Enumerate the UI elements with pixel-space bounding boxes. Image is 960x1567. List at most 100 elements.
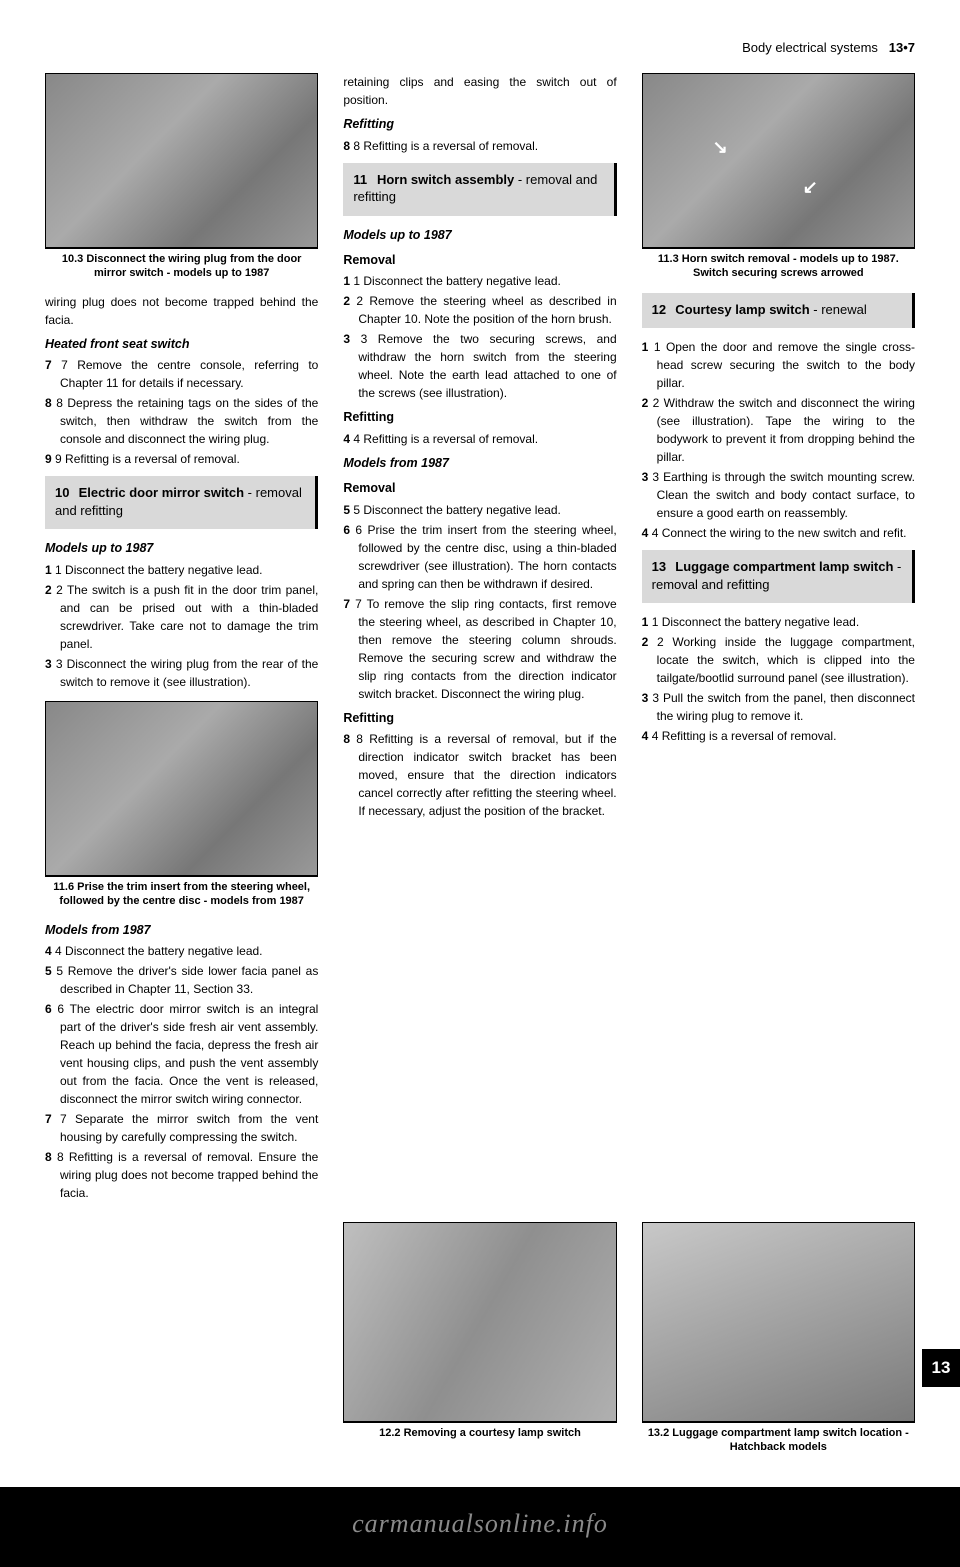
- body-text-inner: 6 Prise the trim insert from the steerin…: [355, 523, 616, 591]
- body-text-inner: 2 Withdraw the switch and disconnect the…: [653, 396, 915, 464]
- body-text-inner: 8 Refitting is a reversal of removal. En…: [57, 1150, 318, 1200]
- body-text: 3 3 Remove the two securing screws, and …: [343, 330, 616, 402]
- body-text: 7 7 Remove the centre console, referring…: [45, 356, 318, 392]
- body-text-inner: 4 Connect the wiring to the new switch a…: [652, 526, 907, 540]
- subhead-removal: Removal: [343, 479, 616, 498]
- section-10-title: 10 Electric door mirror switch - removal…: [55, 484, 305, 519]
- body-text-inner: 1 Open the door and remove the single cr…: [654, 340, 915, 390]
- figure-12-2-image: [343, 1222, 616, 1422]
- section-number: 11: [353, 171, 373, 189]
- body-text: wiring plug does not become trapped behi…: [45, 293, 318, 329]
- figure-11-6-caption: 11.6 Prise the trim insert from the stee…: [45, 876, 318, 913]
- arrow-icon: ↙: [803, 174, 818, 201]
- body-text: 8 8 Depress the retaining tags on the si…: [45, 394, 318, 448]
- column-1: 10.3 Disconnect the wiring plug from the…: [45, 73, 318, 1204]
- column-3: ↘ ↙ 11.3 Horn switch removal - models up…: [642, 73, 915, 1204]
- body-text: 1 1 Disconnect the battery negative lead…: [45, 561, 318, 579]
- section-title-main: Electric door mirror switch: [79, 485, 244, 500]
- body-text: 4 4 Connect the wiring to the new switch…: [642, 524, 915, 542]
- body-text-inner: 4 Refitting is a reversal of removal.: [652, 729, 837, 743]
- body-text: 4 4 Refitting is a reversal of removal.: [642, 727, 915, 745]
- body-text: 9 9 Refitting is a reversal of removal.: [45, 450, 318, 468]
- body-text: 6 6 Prise the trim insert from the steer…: [343, 521, 616, 593]
- body-text-inner: 3 Pull the switch from the panel, then d…: [652, 691, 915, 723]
- body-text: 6 6 The electric door mirror switch is a…: [45, 1000, 318, 1108]
- figure-11-3-image: ↘ ↙: [642, 73, 915, 248]
- body-text-inner: 4 Refitting is a reversal of removal.: [353, 432, 538, 446]
- body-text-inner: 8 Depress the retaining tags on the side…: [56, 396, 318, 446]
- body-text-inner: 5 Disconnect the battery negative lead.: [353, 503, 560, 517]
- body-text-inner: 3 Disconnect the wiring plug from the re…: [56, 657, 319, 689]
- body-text-inner: 2 Working inside the luggage compartment…: [657, 635, 915, 685]
- body-text-inner: 1 Disconnect the battery negative lead.: [55, 563, 262, 577]
- body-text-inner: 5 Remove the driver's side lower facia p…: [56, 964, 318, 996]
- body-text-inner: 8 Refitting is a reversal of removal.: [353, 139, 538, 153]
- body-text: 1 1 Disconnect the battery negative lead…: [343, 272, 616, 290]
- subhead-removal: Removal: [343, 251, 616, 270]
- section-title-main: Courtesy lamp switch: [675, 302, 809, 317]
- figure-11-3-caption: 11.3 Horn switch removal - models up to …: [642, 248, 915, 285]
- subhead-refitting: Refitting: [343, 115, 616, 134]
- body-text: 7 7 To remove the slip ring contacts, fi…: [343, 595, 616, 703]
- section-title-main: Horn switch assembly: [377, 172, 514, 187]
- body-text-inner: 8 Refitting is a reversal of removal, bu…: [356, 732, 616, 818]
- body-text: retaining clips and easing the switch ou…: [343, 73, 616, 109]
- body-text-inner: 1 Disconnect the battery negative lead.: [353, 274, 560, 288]
- subhead-from-1987: Models from 1987: [343, 454, 616, 473]
- body-text: 3 3 Pull the switch from the panel, then…: [642, 689, 915, 725]
- figure-10-3-caption: 10.3 Disconnect the wiring plug from the…: [45, 248, 318, 285]
- subhead-upto-1987: Models up to 1987: [45, 539, 318, 558]
- body-text-inner: 1 Disconnect the battery negative lead.: [652, 615, 859, 629]
- subhead-heated-seat: Heated front seat switch: [45, 335, 318, 354]
- body-text-inner: 3 Earthing is through the switch mountin…: [652, 470, 915, 520]
- subhead-refitting: Refitting: [343, 408, 616, 427]
- section-number: 10: [55, 484, 75, 502]
- figure-13-2-image: [642, 1222, 915, 1422]
- section-title-main: Luggage compartment lamp switch: [675, 559, 893, 574]
- body-text: 8 8 Refitting is a reversal of removal. …: [45, 1148, 318, 1202]
- section-13-title: 13 Luggage compartment lamp switch - rem…: [652, 558, 902, 593]
- body-text: 7 7 Separate the mirror switch from the …: [45, 1110, 318, 1146]
- chapter-tab: 13: [922, 1349, 960, 1387]
- body-text-inner: 2 Remove the steering wheel as described…: [356, 294, 616, 326]
- section-12-title: 12 Courtesy lamp switch - renewal: [652, 301, 902, 319]
- figure-13-2: 13.2 Luggage compartment lamp switch loc…: [642, 1222, 915, 1459]
- figure-12-2: 12.2 Removing a courtesy lamp switch: [343, 1222, 616, 1459]
- page: Body electrical systems 13•7 10.3 Discon…: [0, 0, 960, 1487]
- figure-10-3: 10.3 Disconnect the wiring plug from the…: [45, 73, 318, 285]
- page-header: Body electrical systems 13•7: [45, 40, 915, 55]
- body-text: 3 3 Disconnect the wiring plug from the …: [45, 655, 318, 691]
- body-text-inner: 7 Remove the centre console, referring t…: [60, 358, 318, 390]
- arrow-icon: ↘: [713, 134, 728, 161]
- body-text-inner: 3 Remove the two securing screws, and wi…: [358, 332, 616, 400]
- body-text: 1 1 Open the door and remove the single …: [642, 338, 915, 392]
- page-header-title: Body electrical systems: [742, 40, 878, 55]
- subhead-from-1987: Models from 1987: [45, 921, 318, 940]
- body-text: 2 2 Remove the steering wheel as describ…: [343, 292, 616, 328]
- body-text-inner: 7 Separate the mirror switch from the ve…: [60, 1112, 318, 1144]
- section-12-box: 12 Courtesy lamp switch - renewal: [642, 293, 915, 329]
- figure-11-6-image: [45, 701, 318, 876]
- section-10-box: 10 Electric door mirror switch - removal…: [45, 476, 318, 529]
- body-text: 2 2 The switch is a push fit in the door…: [45, 581, 318, 653]
- body-text: 1 1 Disconnect the battery negative lead…: [642, 613, 915, 631]
- body-text-inner: 6 The electric door mirror switch is an …: [57, 1002, 318, 1106]
- figure-10-3-image: [45, 73, 318, 248]
- body-text: 5 5 Remove the driver's side lower facia…: [45, 962, 318, 998]
- subhead-upto-1987: Models up to 1987: [343, 226, 616, 245]
- bottom-spacer: [45, 1222, 318, 1467]
- page-number: 13•7: [889, 40, 915, 55]
- section-13-box: 13 Luggage compartment lamp switch - rem…: [642, 550, 915, 603]
- body-text: 2 2 Withdraw the switch and disconnect t…: [642, 394, 915, 466]
- body-text-inner: 4 Disconnect the battery negative lead.: [55, 944, 262, 958]
- columns: 10.3 Disconnect the wiring plug from the…: [45, 73, 915, 1204]
- body-text: 2 2 Working inside the luggage compartme…: [642, 633, 915, 687]
- bottom-figures-row: 12.2 Removing a courtesy lamp switch 13.…: [45, 1222, 915, 1467]
- figure-13-2-caption: 13.2 Luggage compartment lamp switch loc…: [642, 1422, 915, 1459]
- column-2: retaining clips and easing the switch ou…: [343, 73, 616, 1204]
- section-number: 12: [652, 301, 672, 319]
- body-text: 3 3 Earthing is through the switch mount…: [642, 468, 915, 522]
- watermark: carmanualsonline.info: [0, 1487, 960, 1567]
- figure-11-6: 11.6 Prise the trim insert from the stee…: [45, 701, 318, 913]
- figure-12-2-caption: 12.2 Removing a courtesy lamp switch: [343, 1422, 616, 1445]
